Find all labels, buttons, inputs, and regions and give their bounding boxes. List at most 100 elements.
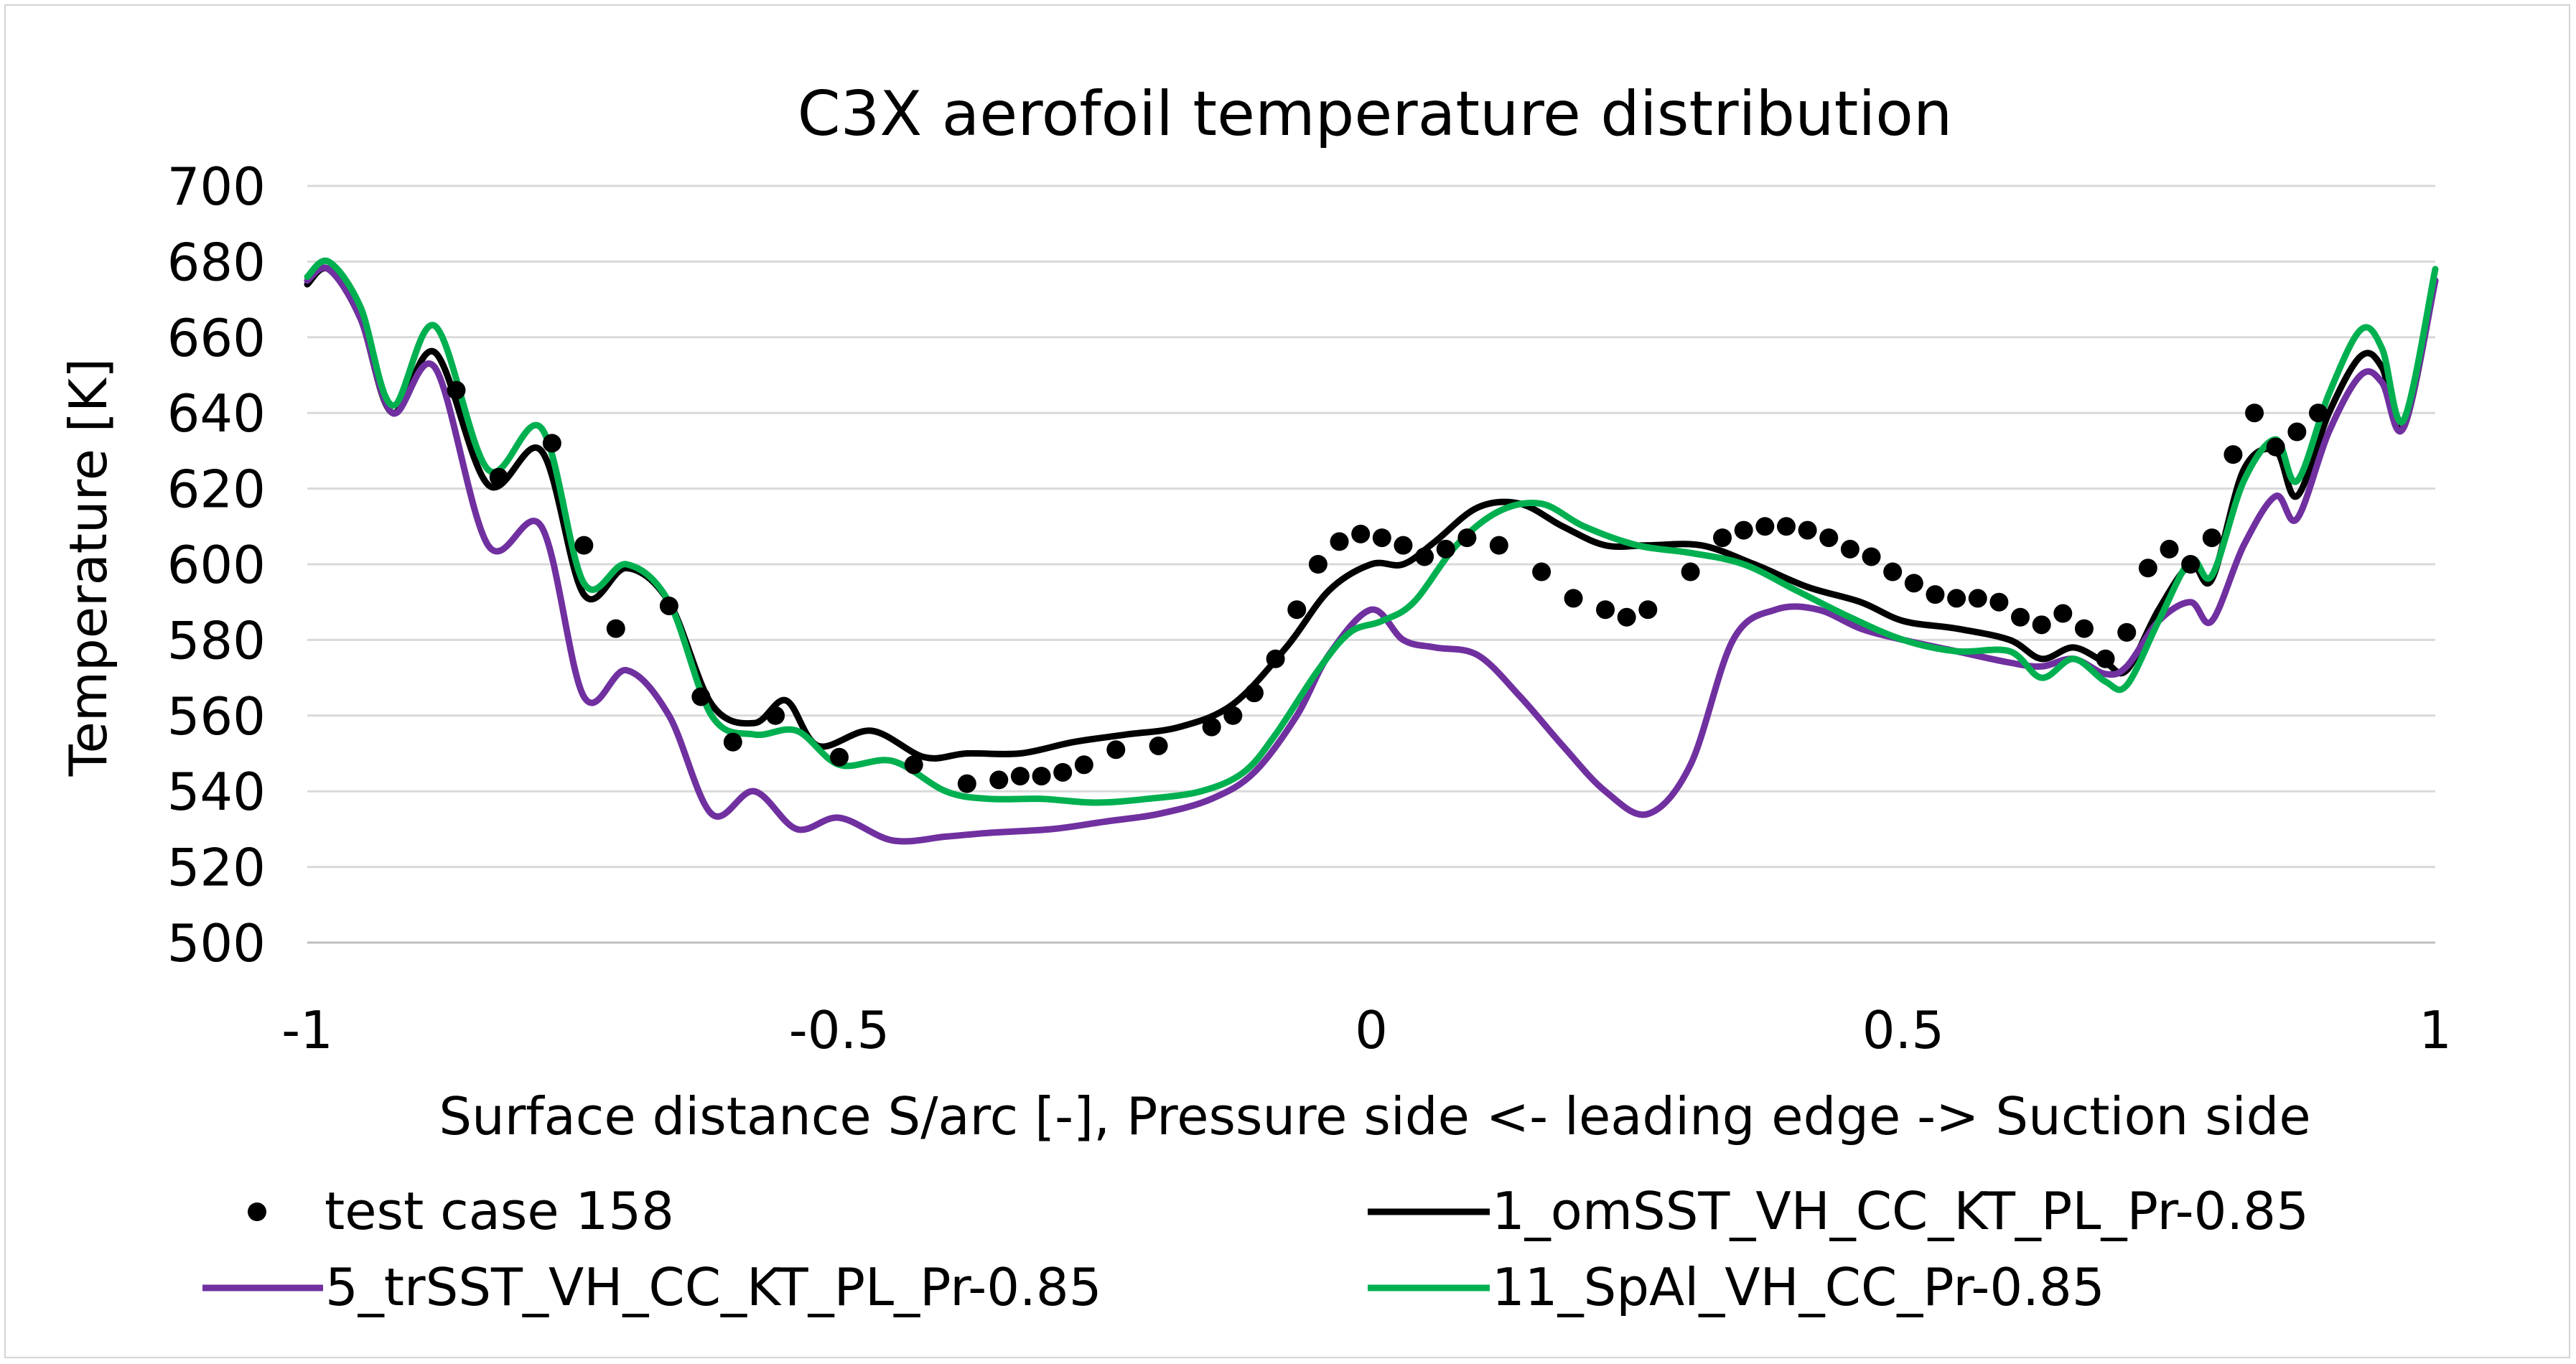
data-point: [2223, 445, 2243, 464]
data-point: [1819, 528, 1839, 548]
x-tick-label-0: 0: [1355, 1000, 1388, 1060]
y-tick-label-600: 600: [167, 535, 266, 595]
legend-item: test case 158: [248, 1181, 674, 1241]
x-tick-label-1: 1: [2419, 1000, 2452, 1060]
data-point: [723, 732, 742, 752]
data-point: [1457, 528, 1477, 548]
data-point: [1883, 562, 1903, 581]
legend-marker: [248, 1202, 266, 1221]
data-point: [1223, 706, 1243, 725]
data-point: [1734, 520, 1753, 540]
x-tick-label--0.5: -0.5: [789, 1000, 890, 1060]
data-point: [1926, 585, 1945, 604]
data-point: [1372, 528, 1391, 548]
data-point: [1074, 755, 1093, 775]
data-point: [1564, 589, 1583, 608]
chart-frame: [4, 4, 2570, 1358]
data-point: [1394, 536, 1413, 555]
data-point: [1202, 717, 1221, 737]
data-point: [1032, 767, 1051, 786]
x-tick-labels: -1 -0.5 0 0.5 1: [281, 1000, 2452, 1060]
data-point: [1351, 524, 1371, 543]
y-tick-label-540: 540: [167, 762, 266, 822]
legend-label: test case 158: [325, 1181, 674, 1241]
data-point: [1968, 589, 1987, 608]
y-tick-label-560: 560: [167, 686, 266, 747]
data-point: [904, 755, 923, 775]
data-point: [606, 619, 625, 638]
data-point: [1244, 683, 1264, 703]
data-point: [1436, 539, 1455, 559]
data-point: [2287, 422, 2307, 442]
series-line-11-spal-vh-cc-pr-0-85: [304, 257, 2439, 806]
legend: test case 158 1_omSST_VH_CC_KT_PL_Pr-0.85…: [202, 1181, 2309, 1317]
series-test-case-158: [447, 380, 2328, 793]
data-point: [1308, 555, 1327, 574]
data-point: [1596, 600, 1615, 620]
legend-label: 11_SpAl_VH_CC_Pr-0.85: [1492, 1257, 2105, 1317]
data-point: [2245, 403, 2264, 423]
data-point: [1287, 600, 1307, 620]
series-line-5-trsst-vh-cc-kt-pl-pr-0-85: [304, 264, 2439, 845]
data-point: [691, 687, 711, 706]
data-point: [2266, 437, 2285, 457]
data-point: [659, 596, 678, 615]
y-tick-label-620: 620: [167, 459, 266, 520]
y-tick-label-640: 640: [167, 383, 266, 444]
data-point: [1840, 539, 1859, 559]
y-tick-labels: 500 520 540 560 580 600 620 640 660 680 700: [167, 157, 266, 973]
legend-label: 1_omSST_VH_CC_KT_PL_Pr-0.85: [1492, 1181, 2309, 1241]
data-point: [1638, 600, 1658, 620]
chart-title: C3X aerofoil temperature distribution: [798, 78, 1953, 150]
legend-item: 5_trSST_VH_CC_KT_PL_Pr-0.85: [202, 1257, 1102, 1317]
data-point: [1798, 520, 1817, 540]
data-point: [2053, 604, 2073, 623]
series-group: [304, 257, 2439, 845]
data-point: [2074, 619, 2094, 638]
legend-item: 1_omSST_VH_CC_KT_PL_Pr-0.85: [1368, 1181, 2309, 1241]
data-point: [1904, 574, 1923, 593]
data-point: [1489, 536, 1508, 555]
data-point: [1755, 517, 1775, 536]
data-point: [1776, 517, 1796, 536]
data-point: [1106, 740, 1126, 760]
y-tick-label-520: 520: [167, 838, 266, 898]
data-point: [489, 467, 508, 487]
data-point: [1862, 547, 1881, 566]
x-axis-label: Surface distance S/arc [-], Pressure sid…: [439, 1086, 2310, 1146]
y-tick-label-580: 580: [167, 610, 266, 671]
data-point: [2160, 539, 2179, 559]
data-point: [2202, 528, 2221, 548]
legend-item: 11_SpAl_VH_CC_Pr-0.85: [1368, 1257, 2105, 1317]
data-point: [447, 380, 466, 400]
data-point: [1053, 762, 1073, 782]
data-point: [1681, 562, 1700, 581]
y-tick-label-700: 700: [167, 157, 266, 217]
y-axis-label: Temperature [K]: [58, 358, 118, 777]
data-point: [766, 706, 785, 725]
data-point: [1713, 528, 1732, 548]
data-point: [1149, 736, 1168, 755]
data-point: [1617, 607, 1636, 627]
data-point: [1989, 592, 2009, 612]
data-point: [957, 774, 976, 793]
data-point: [1415, 547, 1434, 566]
data-point: [2011, 607, 2030, 627]
data-point: [574, 536, 594, 555]
y-tick-label-680: 680: [167, 232, 266, 292]
data-point: [830, 747, 849, 767]
data-point: [1266, 649, 1285, 668]
data-point: [542, 434, 561, 453]
x-tick-label--1: -1: [281, 1000, 333, 1060]
data-point: [1947, 589, 1966, 608]
data-point: [2032, 615, 2051, 635]
y-tick-label-660: 660: [167, 308, 266, 368]
data-point: [2181, 555, 2201, 574]
data-point: [1532, 562, 1551, 581]
y-tick-label-500: 500: [167, 913, 266, 973]
data-point: [1330, 532, 1349, 551]
gridlines: [307, 184, 2435, 944]
series-line-1-omsst-vh-cc-kt-pl-pr-0-85: [304, 264, 2439, 762]
data-point: [2308, 403, 2328, 423]
